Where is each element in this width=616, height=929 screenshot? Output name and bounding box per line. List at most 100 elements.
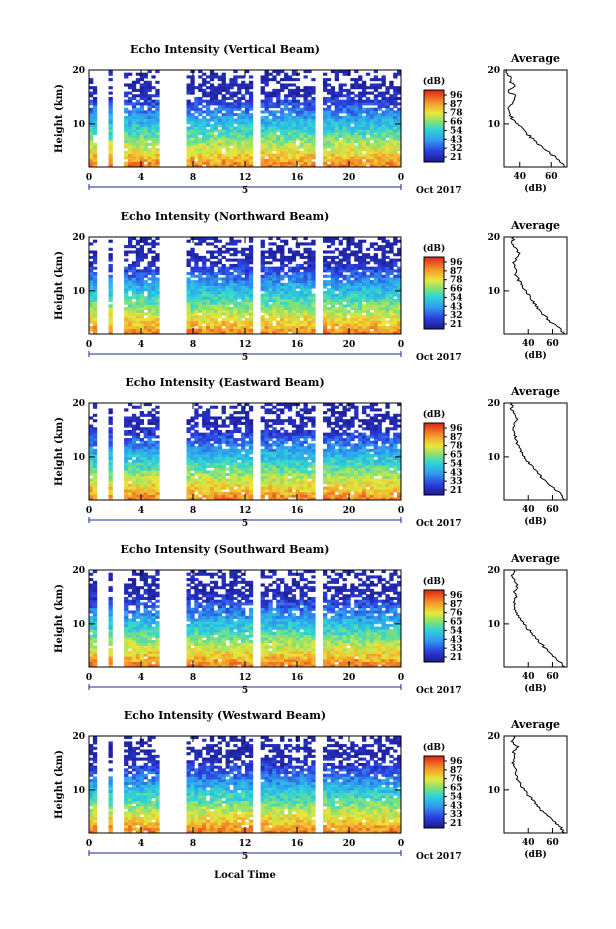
heatmap-cell [268,435,273,439]
heatmap-cell [108,131,113,136]
heatmap-cell [229,486,234,490]
heatmap-cell [326,293,332,297]
heatmap-cell [248,94,254,98]
heatmap-cell [128,72,133,76]
heatmap-cell [354,328,359,332]
heatmap-cell [268,250,273,254]
heatmap-cell [124,475,129,479]
heatmap-cell [245,70,250,74]
heatmap-cell [221,88,226,92]
heatmap-cell [190,440,195,444]
heatmap-cell [397,118,402,122]
heatmap-cell [221,309,226,313]
heatmap-cell [229,416,234,420]
heatmap-cell [276,245,281,249]
heatmap-cell [108,438,113,442]
heatmap-cell [284,94,289,98]
heatmap-cell [213,478,219,482]
heatmap-cell [89,491,94,496]
heatmap-cell [209,438,215,442]
heatmap-cell [260,298,265,303]
heatmap-cell [272,411,277,415]
heatmap-cell [268,142,273,146]
heatmap-cell [229,429,234,434]
heatmap-cell [92,107,98,111]
heatmap-cell [143,255,148,259]
heatmap-cell [89,142,94,146]
heatmap-cell [229,467,234,471]
heatmap-cell [303,317,308,321]
heatmap-cell [128,129,133,133]
heatmap-cell [190,148,195,152]
heatmap-cell [287,456,293,460]
heatmap-cell [307,158,312,163]
heatmap-cell [284,489,289,493]
heatmap-cell [186,258,191,262]
heatmap-cell [135,435,141,439]
heatmap-cell [221,483,226,487]
heatmap-cell [334,288,339,292]
heatmap-cell [326,137,332,141]
heatmap-cell [346,261,351,265]
heatmap-cell [264,153,269,157]
heatmap-cell [92,432,98,436]
heatmap-cell [198,497,203,501]
heatmap-cell [92,405,98,409]
heatmap-cell [284,102,289,106]
heatmap-cell [248,491,254,496]
heatmap-cell [295,440,300,444]
heatmap-cell [299,323,304,327]
heatmap-cell [155,288,160,292]
heatmap-cell [248,408,254,412]
heatmap-cell [241,105,246,109]
heatmap-cell [213,290,219,294]
heatmap-cell [217,102,222,106]
heatmap-cell [128,91,133,95]
heatmap-cell [209,118,215,122]
heatmap-cell [202,99,207,103]
heatmap-cell [272,459,277,463]
heatmap-cell [291,145,297,149]
heatmap-cell [291,255,297,259]
heatmap-cell [264,440,269,444]
heatmap-cell [124,312,129,316]
heatmap-cell [89,261,94,265]
heatmap-cell [381,110,386,114]
heatmap-cell [381,263,386,268]
heatmap-cell [198,307,203,311]
heatmap-cell [217,320,222,324]
heatmap-cell [245,454,250,458]
heatmap-cell [155,153,160,157]
heatmap-cell [326,91,332,95]
heatmap-cell [291,320,297,324]
heatmap-cell [272,250,277,254]
heatmap-cell [229,307,234,311]
heatmap-cell [213,446,219,450]
heatmap-cell [147,298,152,303]
heatmap-cell [245,421,250,425]
heatmap-cell [241,288,246,292]
heatmap-cell [237,131,242,136]
heatmap-cell [209,435,215,439]
heatmap-cell [186,129,191,133]
heatmap-cell [342,250,347,254]
heatmap-cell [365,261,371,265]
heatmap-cell [151,489,156,493]
heatmap-cell [206,481,211,485]
heatmap-cell [295,312,300,316]
heatmap-cell [108,408,113,412]
heatmap-cell [237,497,242,501]
heatmap-cell [131,315,137,319]
heatmap-cell [89,123,94,127]
heatmap-cell [131,307,137,311]
heatmap-cell [245,483,250,487]
heatmap-cell [307,298,312,303]
heatmap-cell [291,307,297,311]
heatmap-cell [284,156,289,160]
heatmap-cell [128,443,133,447]
heatmap-cell [217,301,222,305]
heatmap-cell [268,494,273,498]
heatmap-cell [194,134,199,138]
heatmap-cell [280,156,285,160]
heatmap-cell [190,446,195,450]
